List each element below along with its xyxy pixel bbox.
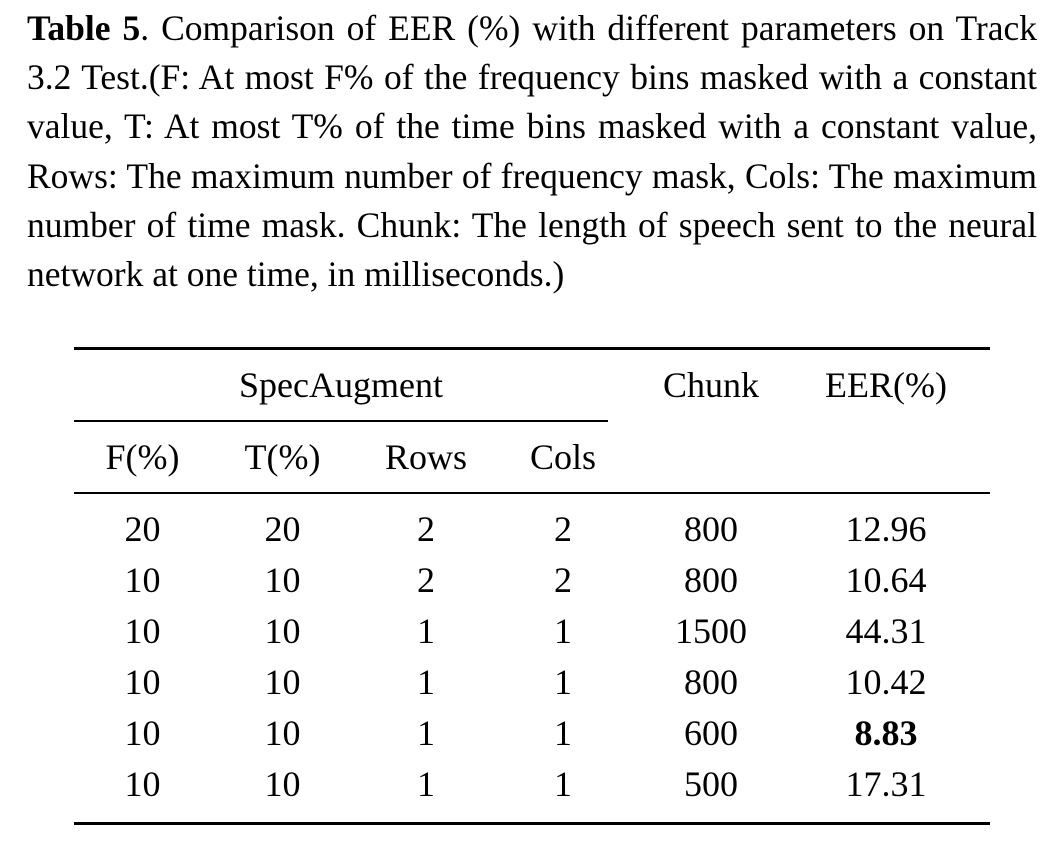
chunk-cell: 800 (684, 509, 738, 549)
header-rule (74, 492, 990, 494)
eer-header: EER(%) (825, 365, 947, 405)
table-label: Table 5 (27, 8, 141, 48)
f-cell: 10 (124, 713, 161, 753)
eer-cell-best: 8.83 (854, 713, 918, 753)
specaugment-header: SpecAugment (239, 365, 443, 405)
rows-header: Rows (384, 437, 468, 477)
cols-header: Cols (529, 437, 597, 477)
cols-cell: 1 (554, 764, 572, 804)
bottom-rule (74, 822, 990, 825)
t-cell: 10 (264, 560, 301, 600)
caption-text: . Comparison of EER (%) with different p… (27, 8, 1037, 295)
f-cell: 10 (124, 611, 161, 651)
cols-cell: 1 (554, 713, 572, 753)
top-rule (74, 347, 990, 350)
rows-cell: 1 (417, 662, 435, 702)
chunk-cell: 600 (684, 713, 738, 753)
f-cell: 10 (124, 560, 161, 600)
specaugment-underline (74, 420, 608, 422)
t-cell: 10 (264, 764, 301, 804)
t-cell: 10 (264, 662, 301, 702)
cols-cell: 2 (554, 509, 572, 549)
f-header: F(%) (105, 437, 180, 477)
table-caption: Table 5. Comparison of EER (%) with diff… (27, 4, 1037, 299)
eer-cell: 10.64 (845, 560, 927, 600)
chunk-header: Chunk (662, 365, 759, 405)
t-cell: 10 (264, 713, 301, 753)
t-cell: 10 (264, 611, 301, 651)
cols-cell: 1 (554, 662, 572, 702)
rows-cell: 1 (417, 611, 435, 651)
chunk-cell: 800 (684, 662, 738, 702)
rows-cell: 2 (417, 560, 435, 600)
f-cell: 20 (124, 509, 161, 549)
f-cell: 10 (124, 764, 161, 804)
chunk-cell: 500 (684, 764, 738, 804)
rows-cell: 1 (417, 764, 435, 804)
chunk-cell: 1500 (675, 611, 747, 651)
f-cell: 10 (124, 662, 161, 702)
cols-cell: 2 (554, 560, 572, 600)
t-header: T(%) (244, 437, 321, 477)
chunk-cell: 800 (684, 560, 738, 600)
eer-cell: 10.42 (845, 662, 927, 702)
eer-cell: 44.31 (845, 611, 927, 651)
rows-cell: 1 (417, 713, 435, 753)
eer-cell: 12.96 (845, 509, 927, 549)
rows-cell: 2 (417, 509, 435, 549)
cols-cell: 1 (554, 611, 572, 651)
eer-cell: 17.31 (845, 764, 927, 804)
t-cell: 20 (264, 509, 301, 549)
